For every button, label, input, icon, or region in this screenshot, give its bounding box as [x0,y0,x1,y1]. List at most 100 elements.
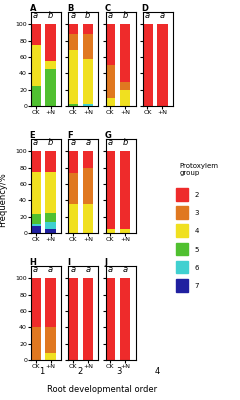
Bar [120,229,130,233]
FancyBboxPatch shape [176,206,188,219]
Text: a: a [70,265,76,274]
Bar [68,173,78,204]
Bar [157,24,168,106]
Bar [45,222,56,229]
Bar [68,24,78,34]
Text: J: J [104,258,107,268]
Bar [68,204,78,233]
Bar [30,172,41,214]
Text: Protoxylem
group: Protoxylem group [180,163,218,176]
Text: 6: 6 [194,265,199,271]
Bar [68,151,78,173]
FancyBboxPatch shape [176,224,188,237]
Bar [83,34,93,59]
Bar [105,65,115,98]
Bar [105,98,115,106]
Bar [45,61,56,69]
Bar [83,104,93,106]
Bar [30,24,41,45]
Bar [68,34,78,50]
Text: 3: 3 [194,210,199,216]
FancyBboxPatch shape [176,261,188,274]
Bar [68,104,78,106]
Bar [83,278,93,360]
Text: a: a [48,265,53,274]
Bar [45,24,56,61]
Text: F: F [67,132,72,140]
Text: 4: 4 [194,228,199,234]
Text: Root developmental order: Root developmental order [47,385,157,394]
Text: B: B [67,4,73,14]
Bar [142,24,153,106]
FancyBboxPatch shape [176,242,188,255]
Bar [30,278,41,327]
Bar [30,327,41,360]
Text: a: a [160,11,165,20]
Text: b: b [122,138,128,147]
Text: 4: 4 [155,367,160,376]
Text: 7: 7 [194,283,199,289]
Text: a: a [33,138,38,147]
Bar [30,224,41,226]
Text: b: b [85,11,90,20]
Text: G: G [104,132,111,140]
Text: 5: 5 [194,246,199,253]
Bar [105,229,115,233]
Text: a: a [33,265,38,274]
Bar [30,214,41,224]
Text: a: a [70,138,76,147]
Bar [83,151,93,168]
Bar [120,90,130,106]
Bar [45,327,56,354]
Bar [45,69,56,106]
Bar [30,45,41,86]
Text: H: H [30,258,36,268]
Text: 1: 1 [39,367,45,376]
Bar [105,278,115,360]
Bar [83,59,93,104]
Bar [120,24,130,82]
Text: a: a [108,138,113,147]
Text: a: a [85,138,90,147]
Bar [45,151,56,172]
Bar [68,278,78,360]
Bar [30,86,41,106]
Bar [105,24,115,65]
Text: b: b [48,138,53,147]
Bar [45,354,56,360]
Text: a: a [123,265,128,274]
Text: a: a [108,11,113,20]
Text: a: a [108,265,113,274]
Bar [120,151,130,229]
Text: a: a [33,11,38,20]
Text: A: A [30,4,36,14]
FancyBboxPatch shape [176,279,188,292]
Bar [120,278,130,360]
Text: 3: 3 [116,367,121,376]
Text: 2: 2 [194,192,199,198]
Bar [45,229,56,233]
Text: a: a [145,11,150,20]
Bar [83,204,93,233]
Text: Frequency/%: Frequency/% [0,173,7,227]
Text: 2: 2 [78,367,83,376]
Text: b: b [48,11,53,20]
Bar [105,151,115,229]
Text: a: a [70,11,76,20]
Text: a: a [85,265,90,274]
Text: I: I [67,258,70,268]
Bar [30,151,41,172]
Bar [45,278,56,327]
FancyBboxPatch shape [176,188,188,201]
Bar [83,24,93,34]
Text: E: E [30,132,35,140]
Bar [68,50,78,104]
Bar [45,172,56,212]
Bar [30,226,41,233]
Bar [45,212,56,222]
Bar [120,82,130,90]
Bar [83,168,93,204]
Text: C: C [104,4,110,14]
Text: b: b [122,11,128,20]
Text: D: D [142,4,149,14]
